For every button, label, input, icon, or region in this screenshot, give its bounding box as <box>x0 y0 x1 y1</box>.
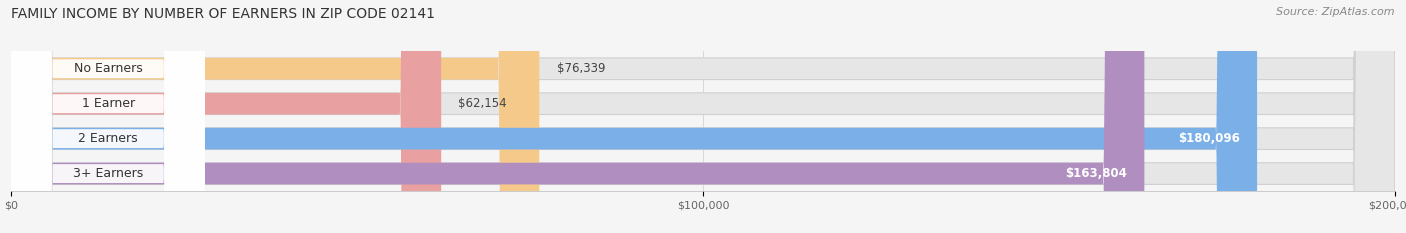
FancyBboxPatch shape <box>11 0 441 233</box>
Text: Source: ZipAtlas.com: Source: ZipAtlas.com <box>1277 7 1395 17</box>
Text: 1 Earner: 1 Earner <box>82 97 135 110</box>
FancyBboxPatch shape <box>11 0 1395 233</box>
FancyBboxPatch shape <box>11 0 205 233</box>
FancyBboxPatch shape <box>11 0 205 233</box>
FancyBboxPatch shape <box>11 0 205 233</box>
Text: $62,154: $62,154 <box>458 97 508 110</box>
FancyBboxPatch shape <box>11 0 540 233</box>
Text: No Earners: No Earners <box>73 62 142 75</box>
Text: $163,804: $163,804 <box>1066 167 1128 180</box>
FancyBboxPatch shape <box>11 0 1395 233</box>
FancyBboxPatch shape <box>11 0 1395 233</box>
FancyBboxPatch shape <box>11 0 1144 233</box>
Text: 2 Earners: 2 Earners <box>79 132 138 145</box>
FancyBboxPatch shape <box>11 0 1257 233</box>
Text: $76,339: $76,339 <box>557 62 605 75</box>
Text: $180,096: $180,096 <box>1178 132 1240 145</box>
Text: 3+ Earners: 3+ Earners <box>73 167 143 180</box>
Text: FAMILY INCOME BY NUMBER OF EARNERS IN ZIP CODE 02141: FAMILY INCOME BY NUMBER OF EARNERS IN ZI… <box>11 7 436 21</box>
FancyBboxPatch shape <box>11 0 205 233</box>
FancyBboxPatch shape <box>11 0 1395 233</box>
